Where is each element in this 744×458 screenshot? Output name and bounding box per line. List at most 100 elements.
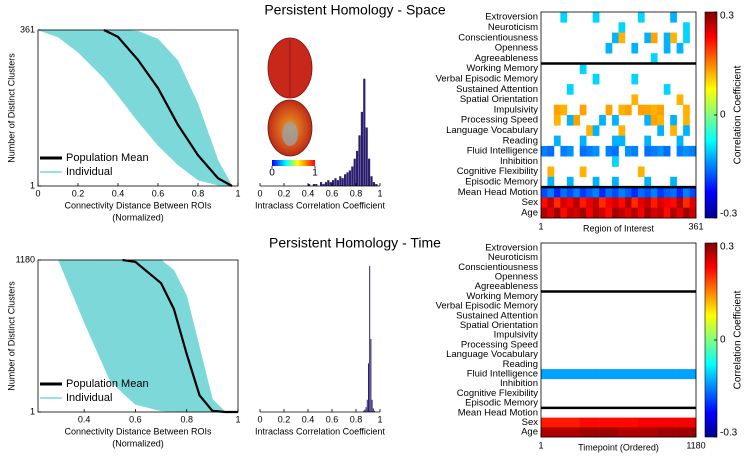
- heatmap-cell: [644, 197, 651, 208]
- histogram-bar: [320, 182, 322, 186]
- heatmap-cell: [593, 146, 600, 157]
- heatmap-cell: [612, 156, 619, 167]
- legend-label: Population Mean: [66, 152, 149, 164]
- heatmap-cell: [612, 208, 619, 219]
- heatmap-cell: [657, 115, 664, 126]
- heatmap-cell: [657, 146, 664, 157]
- heatmap-cell: [657, 208, 664, 219]
- y-tick-label: 361: [20, 24, 35, 34]
- heatmap-cell: [651, 208, 658, 219]
- inset-colorbar-label: 1: [312, 168, 318, 179]
- page: Persistent Homology - Space00.20.40.60.8…: [0, 0, 744, 458]
- x-tick-label: 0.2: [278, 414, 291, 424]
- heatmap-cell: [644, 208, 651, 219]
- heatmap-cell: [664, 208, 671, 219]
- histogram-bar: [349, 170, 351, 186]
- heatmap-cell: [567, 177, 574, 188]
- heatmap-cell: [619, 187, 626, 198]
- heatmap-cell: [567, 197, 574, 208]
- heatmap-cell: [631, 74, 638, 85]
- heatmap-cell: [567, 84, 574, 95]
- heatmap-cell: [619, 22, 626, 33]
- heatmap-cell: [593, 187, 600, 198]
- heatmap-cell: [690, 146, 697, 157]
- heatmap-cell: [560, 146, 567, 157]
- heatmap-cell: [554, 197, 561, 208]
- figure: Persistent Homology - Space00.20.40.60.8…: [0, 0, 744, 458]
- heatmap-cell: [599, 369, 619, 379]
- heatmap-cell: [541, 369, 561, 379]
- heatmap-cell: [554, 115, 561, 126]
- y-tick-label: 1: [30, 406, 35, 416]
- x-axis-label: Intraclass Correlation Coefficient: [255, 200, 385, 210]
- x-tick-label: 0.4: [78, 414, 91, 424]
- heatmap-cell: [560, 418, 580, 428]
- histogram-bar: [337, 180, 339, 186]
- heatmap-cell: [651, 33, 658, 44]
- heatmap-cell: [657, 369, 677, 379]
- x-tick-label: 1: [538, 440, 543, 450]
- x-axis-label: Region of Interest: [583, 223, 655, 233]
- heatmap-cell: [593, 177, 600, 188]
- heatmap-cell: [567, 187, 574, 198]
- histogram-bar: [372, 400, 373, 412]
- heatmap-cell: [664, 84, 671, 95]
- heatmap-cell: [560, 187, 567, 198]
- histogram-bar: [363, 79, 365, 186]
- heatmap-cell: [657, 418, 677, 428]
- panel-title: Persistent Homology - Time: [269, 235, 441, 251]
- colorbar-tick-label: -0.3: [720, 209, 738, 220]
- heatmap-cell: [619, 197, 626, 208]
- histogram-bar: [367, 400, 368, 412]
- heatmap-cell: [599, 208, 606, 219]
- heatmap-cell: [619, 418, 639, 428]
- inset-colorbar-label: 0: [269, 168, 275, 179]
- heatmap-cell: [580, 427, 600, 437]
- x-tick-label: 0.8: [192, 188, 205, 198]
- heatmap-cell: [612, 136, 619, 147]
- heatmap-cell: [651, 146, 658, 157]
- heatmap-cell: [664, 197, 671, 208]
- heatmap-cell: [631, 146, 638, 157]
- histogram-bar: [354, 159, 356, 186]
- heatmap-cell: [606, 146, 613, 157]
- colorbar-tick-label: 0: [720, 110, 726, 121]
- heatmap-cell: [657, 197, 664, 208]
- x-tick-label: 1: [377, 414, 382, 424]
- y-axis-label: Number of Distinct Clusters: [6, 53, 16, 163]
- colorbar-label: Correlation Coefficient: [733, 290, 744, 389]
- heatmap-cell: [554, 105, 561, 116]
- heatmap-cell: [541, 187, 548, 198]
- heatmap-cell: [612, 146, 619, 157]
- heatmap-cell: [599, 427, 619, 437]
- heatmap-cell: [541, 197, 548, 208]
- heatmap-cell: [670, 177, 677, 188]
- heatmap-cell: [690, 208, 697, 219]
- heatmap-cell: [606, 208, 613, 219]
- x-tick-label: 0.8: [350, 414, 363, 424]
- x-axis-label: (Normalized): [112, 438, 164, 448]
- heatmap-cell: [651, 105, 658, 116]
- x-axis-label: Timepoint (Ordered): [578, 442, 659, 452]
- histogram-bar: [370, 176, 372, 186]
- heatmap-cell: [599, 197, 606, 208]
- x-tick-label: 1: [377, 188, 382, 198]
- heatmap-cell: [606, 43, 613, 54]
- heatmap-cell: [599, 187, 606, 198]
- heatmap-cell: [683, 115, 690, 126]
- x-tick-label: 0.4: [112, 188, 125, 198]
- heatmap-cell: [625, 105, 632, 116]
- heatmap-cell: [612, 187, 619, 198]
- heatmap-cell: [644, 187, 651, 198]
- heatmap-cell: [580, 136, 587, 147]
- heatmap-cell: [677, 187, 684, 198]
- histogram-bar: [368, 363, 369, 412]
- heatmap-cell: [573, 187, 580, 198]
- heatmap-cell: [670, 115, 677, 126]
- x-axis-label: Intraclass Correlation Coefficient: [255, 426, 385, 436]
- heatmap-cell: [554, 136, 561, 147]
- heatmap-cell: [631, 43, 638, 54]
- x-tick-label: 0: [257, 188, 262, 198]
- heatmap-cell: [670, 187, 677, 198]
- heatmap-cell: [683, 208, 690, 219]
